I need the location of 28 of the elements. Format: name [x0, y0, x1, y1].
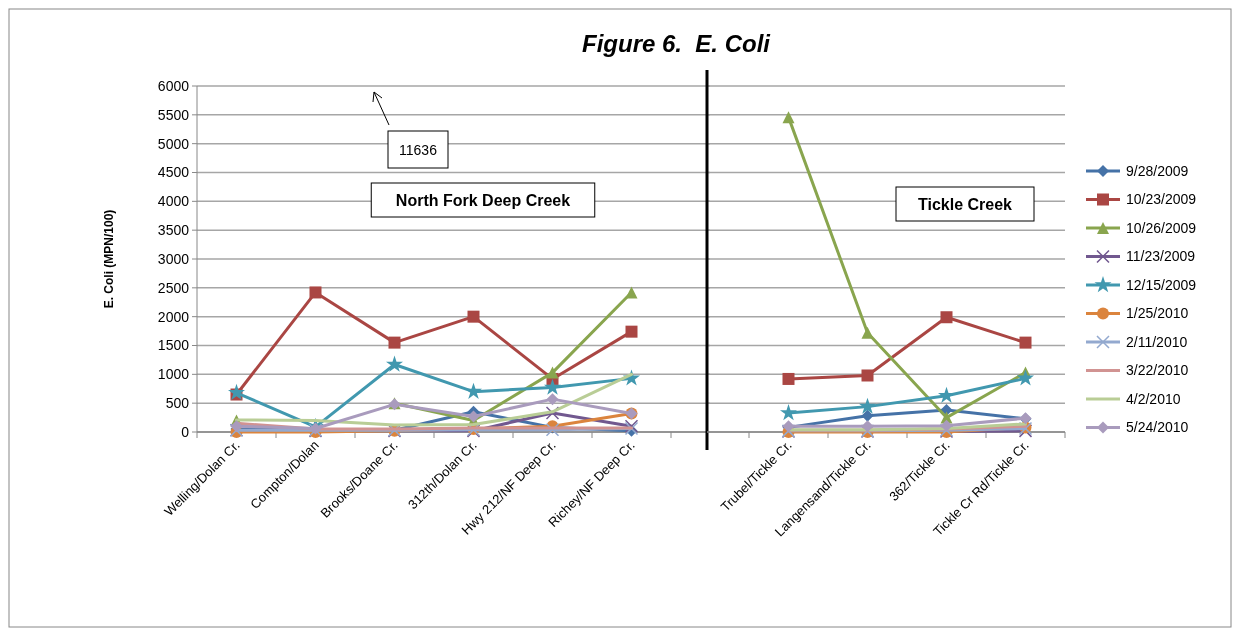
chart-title: Figure 6. E. Coli	[581, 30, 772, 57]
y-tick-label: 1500	[157, 337, 190, 354]
legend-label: 10/26/2009	[1126, 219, 1197, 236]
legend-label: 4/2/2010	[1126, 390, 1181, 407]
y-tick-label: 1000	[157, 366, 190, 383]
y-axis-title: E. Coli (MPN/100)	[102, 209, 116, 309]
y-tick-label: 3000	[157, 250, 190, 267]
legend-label: 11/23/2009	[1126, 248, 1196, 265]
y-tick-label: 3500	[157, 222, 190, 239]
legend-label: 1/25/2010	[1126, 305, 1189, 322]
legend-label: 3/22/2010	[1126, 362, 1189, 379]
y-tick-label: 500	[165, 395, 190, 412]
legend-label: 12/15/2009	[1126, 276, 1197, 293]
annotation: Tickle Creek	[918, 195, 1013, 213]
annotation: 11636	[399, 141, 438, 158]
y-tick-label: 4000	[157, 193, 190, 210]
legend-label: 9/28/2009	[1126, 162, 1189, 179]
y-tick-label: 2000	[157, 308, 190, 325]
legend-label: 2/11/2010	[1126, 333, 1188, 350]
y-tick-label: 4500	[157, 164, 190, 181]
y-tick-label: 2500	[157, 279, 190, 296]
legend-label: 5/24/2010	[1126, 419, 1189, 436]
legend-label: 10/23/2009	[1126, 191, 1197, 208]
y-tick-label: 6000	[157, 77, 190, 94]
annotation: North Fork Deep Creek	[395, 191, 571, 209]
y-tick-label: 0	[181, 423, 190, 440]
y-tick-label: 5000	[157, 135, 190, 152]
y-tick-label: 5500	[157, 106, 190, 123]
